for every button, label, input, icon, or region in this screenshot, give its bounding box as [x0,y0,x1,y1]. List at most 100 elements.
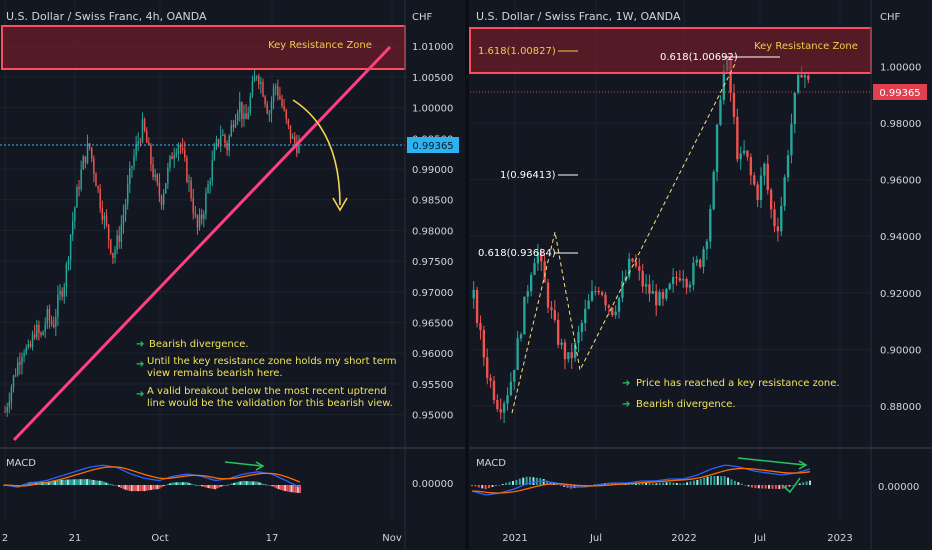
right-candle[interactable] [749,157,753,176]
left-candle[interactable] [55,316,57,328]
left-candle[interactable] [97,186,99,189]
right-resistance-zone[interactable] [469,27,872,74]
right-candle[interactable] [634,261,638,267]
left-candle[interactable] [217,139,220,144]
right-candle[interactable] [807,75,810,80]
right-candle[interactable] [655,291,658,306]
left-candle[interactable] [211,160,213,182]
left-candle[interactable] [232,124,235,128]
right-candle[interactable] [482,330,486,358]
left-candle[interactable] [148,142,150,145]
right-candle[interactable] [584,308,587,323]
right-candle[interactable] [742,150,746,154]
right-candle[interactable] [502,403,506,413]
right-candle[interactable] [472,289,475,299]
right-candle[interactable] [776,226,780,232]
left-candle[interactable] [129,168,131,185]
left-candle[interactable] [44,324,46,332]
right-macd-pane[interactable] [471,464,811,496]
left-candle[interactable] [274,85,277,88]
left-candle[interactable] [74,207,76,221]
left-candle[interactable] [27,344,30,348]
right-candle[interactable] [526,291,529,297]
left-candle[interactable] [86,143,89,163]
left-candle[interactable] [224,134,226,143]
left-candle[interactable] [196,215,199,228]
right-candle[interactable] [621,281,624,298]
right-candles[interactable] [472,53,810,424]
right-candle[interactable] [638,266,641,271]
left-candle[interactable] [203,214,205,219]
left-candle[interactable] [40,332,42,336]
left-candle[interactable] [215,139,218,148]
right-candle[interactable] [496,400,499,410]
right-candle[interactable] [658,292,661,306]
left-candle[interactable] [61,290,63,297]
right-candle[interactable] [753,175,756,185]
left-candle[interactable] [287,119,290,126]
left-candle[interactable] [175,153,178,156]
right-candle[interactable] [611,307,614,316]
left-candle[interactable] [264,96,266,105]
right-candle[interactable] [506,395,509,404]
left-candle[interactable] [23,353,25,357]
left-candle[interactable] [266,104,268,114]
left-candle[interactable] [91,147,93,159]
left-candle[interactable] [255,76,258,78]
right-candle[interactable] [702,249,705,267]
left-candle[interactable] [126,184,129,204]
left-candle[interactable] [260,82,262,84]
left-macd-pane[interactable] [3,464,301,494]
left-candle[interactable] [249,96,252,113]
right-candle[interactable] [644,284,648,287]
left-candle[interactable] [82,156,85,170]
left-candle[interactable] [162,193,165,205]
left-candle[interactable] [293,136,296,143]
left-candle[interactable] [17,362,19,376]
right-candle[interactable] [688,284,692,288]
right-candle[interactable] [766,163,769,190]
right-candle[interactable] [614,311,617,316]
right-candle[interactable] [800,74,803,78]
left-candle[interactable] [131,166,133,169]
left-candle[interactable] [93,158,95,174]
left-candle[interactable] [120,224,123,242]
left-candle[interactable] [105,215,108,225]
left-candle[interactable] [160,196,163,205]
left-candle[interactable] [139,141,142,143]
left-candle[interactable] [251,81,254,97]
left-candle[interactable] [281,98,283,106]
left-candle[interactable] [6,407,8,412]
left-candle[interactable] [101,208,104,220]
left-candle[interactable] [63,286,65,297]
right-candle[interactable] [692,262,695,285]
left-candle[interactable] [268,113,271,115]
right-candle[interactable] [665,289,668,299]
right-candle[interactable] [475,289,479,324]
left-candle[interactable] [114,249,116,258]
left-candle[interactable] [165,183,167,194]
left-candle[interactable] [192,198,194,214]
left-candle[interactable] [154,174,156,177]
left-candle[interactable] [124,203,127,215]
right-candle[interactable] [479,323,482,331]
left-candle[interactable] [179,144,182,148]
left-candle[interactable] [289,125,292,139]
left-candle[interactable] [122,214,125,225]
left-candles[interactable] [4,70,300,417]
left-candle[interactable] [285,109,287,120]
left-candle[interactable] [57,295,59,317]
right-candle[interactable] [756,184,759,200]
left-candle[interactable] [234,120,237,128]
right-candle[interactable] [796,74,800,93]
right-candle[interactable] [648,284,651,294]
right-candle[interactable] [682,279,685,281]
right-candle[interactable] [631,258,634,262]
left-candle[interactable] [270,101,273,114]
left-candle[interactable] [152,164,154,177]
left-candle[interactable] [253,77,256,82]
right-candle[interactable] [780,205,783,232]
left-candle[interactable] [50,320,53,325]
left-candle[interactable] [205,192,207,215]
left-candle[interactable] [262,82,264,97]
